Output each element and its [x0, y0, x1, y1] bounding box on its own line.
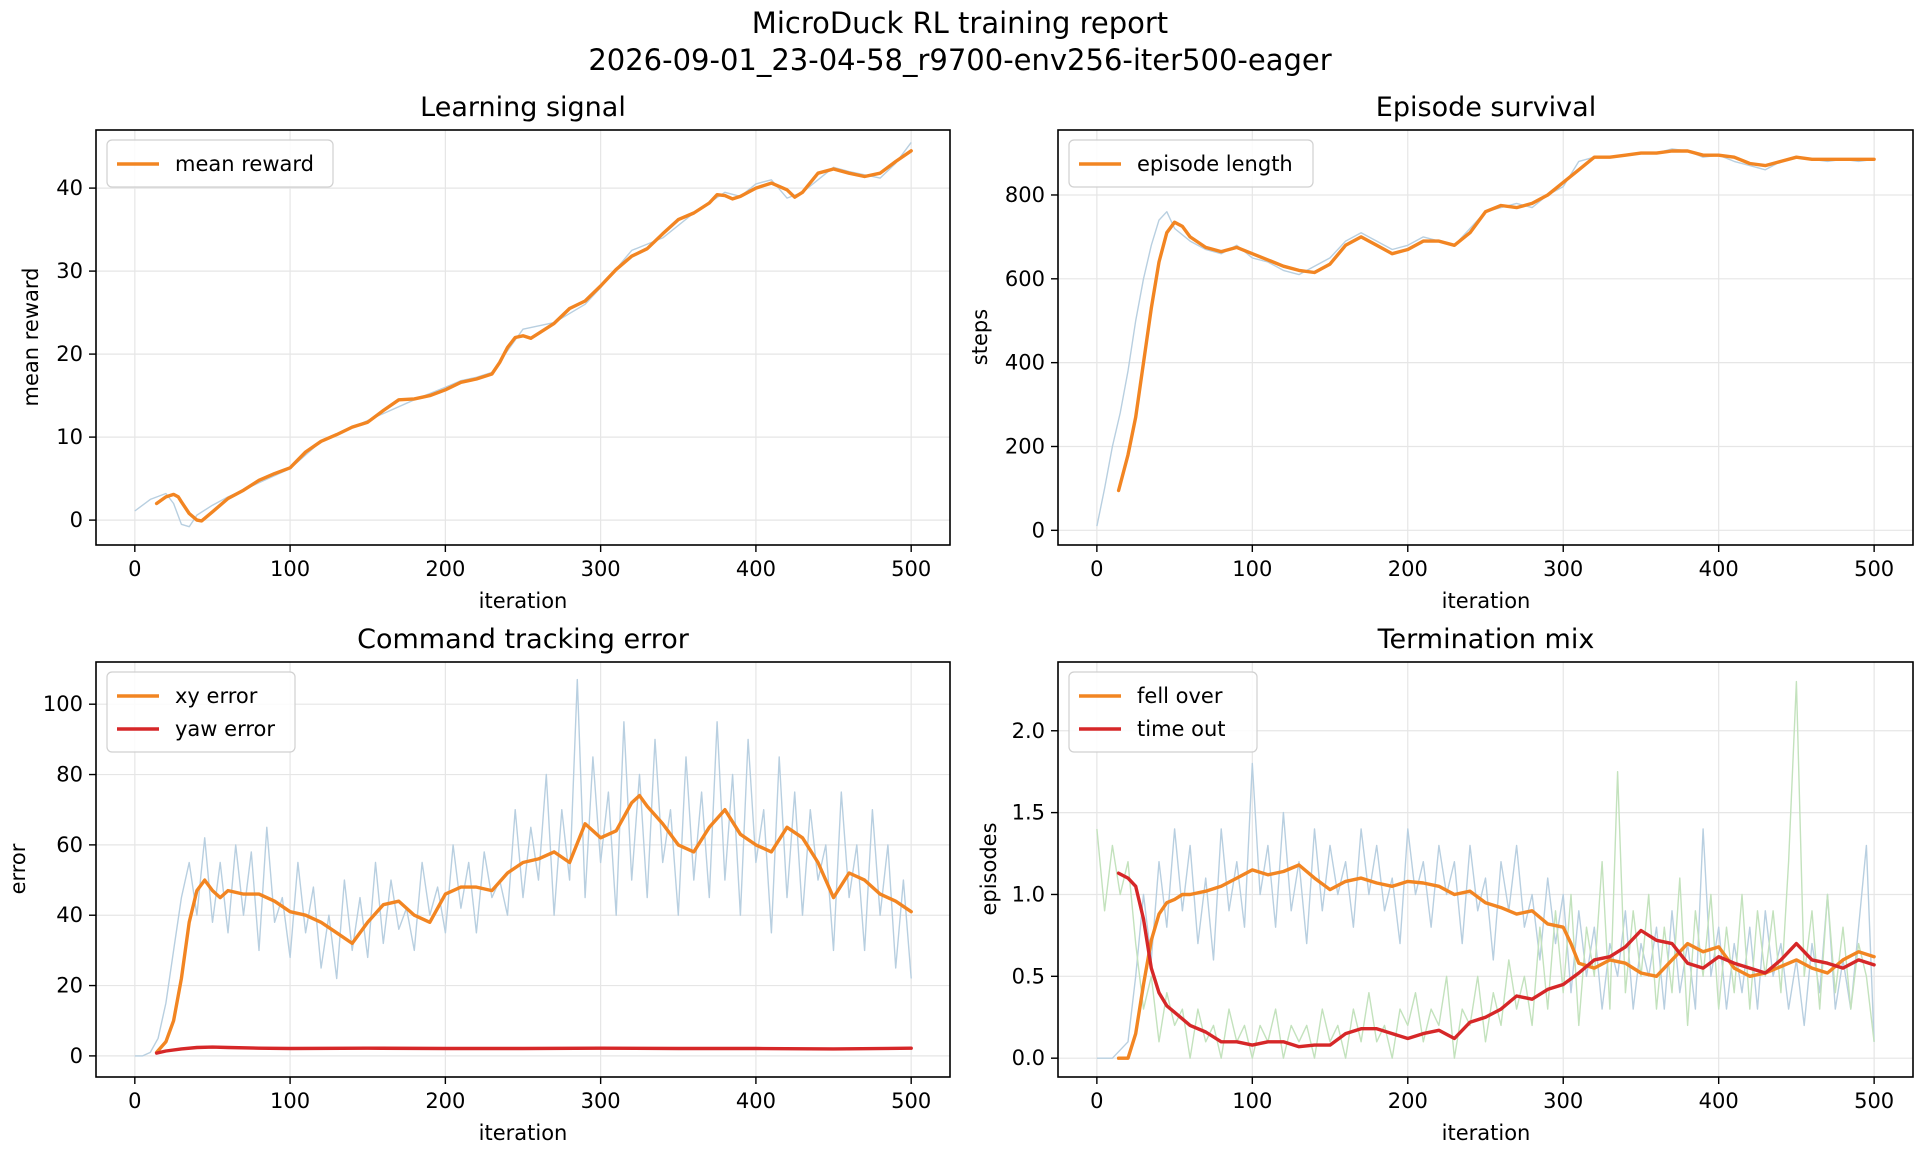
x-tick-label: 0: [1090, 557, 1103, 581]
x-tick-label: 300: [1543, 557, 1583, 581]
x-tick-label: 400: [1699, 1089, 1739, 1113]
plot-area: [134, 141, 913, 528]
xy-error-series-line: [154, 793, 913, 1055]
figure-title-line2: 2026-09-01_23-04-58_r9700-env256-iter500…: [588, 43, 1331, 77]
y-tick-label: 40: [56, 903, 83, 927]
raw-fell-over-line: [1096, 762, 1875, 1059]
axes-frame: [1057, 129, 1914, 546]
time-out-series-line: [1116, 871, 1876, 1049]
y-tick-label: 0: [70, 1044, 83, 1068]
episode-length-series-line: [1116, 149, 1876, 493]
legend: episode length: [1068, 139, 1314, 188]
axes-frame: [95, 129, 951, 546]
axes-frame: [1057, 661, 1914, 1078]
y-tick-label: 800: [1005, 183, 1045, 207]
termination-mix-panel: Termination mix iteration episodes 0 100 2…: [977, 624, 1914, 1145]
x-axis-label: iteration: [1442, 1121, 1531, 1145]
y-tick-label: 30: [56, 259, 83, 283]
panel-title: Command tracking error: [357, 624, 690, 655]
legend-label: fell over: [1137, 684, 1223, 708]
legend-box: [1068, 139, 1314, 188]
x-tick-label: 100: [270, 1089, 310, 1113]
y-tick-label: 100: [43, 692, 83, 716]
x-tick-label: 300: [581, 1089, 621, 1113]
episode-survival-panel: Episode survival iteration steps 0 100 200…: [968, 92, 1914, 613]
x-axis-label: iteration: [479, 1121, 568, 1145]
axes-frame: [95, 661, 951, 1078]
yaw-error-series-line: [154, 1045, 913, 1055]
x-tick-label: 100: [1232, 557, 1272, 581]
legend-label: xy error: [175, 684, 258, 708]
legend-label: episode length: [1137, 152, 1293, 176]
x-tick-label: 200: [425, 1089, 465, 1113]
y-tick-label: 1.0: [1012, 882, 1045, 906]
legend-label: yaw error: [175, 717, 275, 741]
raw-time-out-line: [1096, 680, 1875, 1059]
y-tick-label: 20: [56, 342, 83, 366]
y-tick-label: 0.0: [1012, 1046, 1045, 1070]
y-tick-label: 200: [1005, 434, 1045, 458]
y-tick-label: 1.5: [1012, 801, 1045, 825]
plot-area: [1096, 148, 1876, 527]
fell-over-series-line: [1116, 863, 1876, 1060]
y-axis-label: mean reward: [19, 268, 43, 407]
y-axis-label: steps: [968, 309, 992, 365]
y-axis-label: error: [6, 843, 30, 894]
x-tick-label: 0: [1090, 1089, 1103, 1113]
y-tick-label: 0: [1032, 518, 1045, 542]
plot-area: [134, 678, 913, 1057]
x-tick-label: 500: [891, 557, 931, 581]
y-tick-label: 0: [70, 508, 83, 532]
x-tick-label: 0: [128, 1089, 141, 1113]
x-tick-label: 200: [1388, 557, 1428, 581]
x-tick-label: 400: [736, 1089, 776, 1113]
y-tick-label: 600: [1005, 267, 1045, 291]
x-tick-label: 0: [128, 557, 141, 581]
x-axis-label: iteration: [1442, 589, 1531, 613]
x-tick-label: 500: [891, 1089, 931, 1113]
x-tick-label: 400: [736, 557, 776, 581]
raw-line: [1096, 148, 1875, 527]
plot-area: [1096, 680, 1876, 1060]
legend-box: [106, 671, 296, 753]
x-tick-label: 200: [425, 557, 465, 581]
y-tick-label: 400: [1005, 351, 1045, 375]
legend: mean reward: [106, 139, 334, 188]
x-tick-label: 100: [270, 557, 310, 581]
y-axis-label: episodes: [977, 822, 1001, 915]
y-tick-label: 60: [56, 833, 83, 857]
x-tick-label: 200: [1388, 1089, 1428, 1113]
y-tick-label: 2.0: [1012, 719, 1045, 743]
figure-title-line1: MicroDuck RL training report: [752, 6, 1168, 40]
x-tick-label: 300: [581, 557, 621, 581]
legend-label: time out: [1137, 717, 1226, 741]
mean-reward-series-line: [154, 149, 913, 523]
legend: fell over time out: [1068, 671, 1258, 753]
x-tick-label: 500: [1854, 1089, 1894, 1113]
legend-label: mean reward: [175, 152, 314, 176]
legend: xy error yaw error: [106, 671, 296, 753]
y-tick-label: 0.5: [1012, 964, 1045, 988]
y-tick-label: 10: [56, 425, 83, 449]
x-axis-label: iteration: [479, 589, 568, 613]
legend-box: [1068, 671, 1258, 753]
command-tracking-error-panel: Command tracking error iteration error 0…: [6, 624, 951, 1145]
y-tick-label: 20: [56, 974, 83, 998]
x-tick-label: 100: [1232, 1089, 1272, 1113]
panel-title: Termination mix: [1377, 624, 1595, 655]
raw-line: [134, 678, 912, 1057]
y-tick-label: 80: [56, 763, 83, 787]
x-tick-label: 300: [1543, 1089, 1583, 1113]
y-tick-label: 40: [56, 176, 83, 200]
x-tick-label: 400: [1699, 557, 1739, 581]
legend-box: [106, 139, 334, 188]
x-tick-label: 500: [1854, 557, 1894, 581]
learning-signal-panel: Learning signal iteration mean reward 0 1…: [19, 92, 951, 613]
panel-title: Learning signal: [420, 92, 626, 123]
panel-title: Episode survival: [1376, 92, 1596, 123]
